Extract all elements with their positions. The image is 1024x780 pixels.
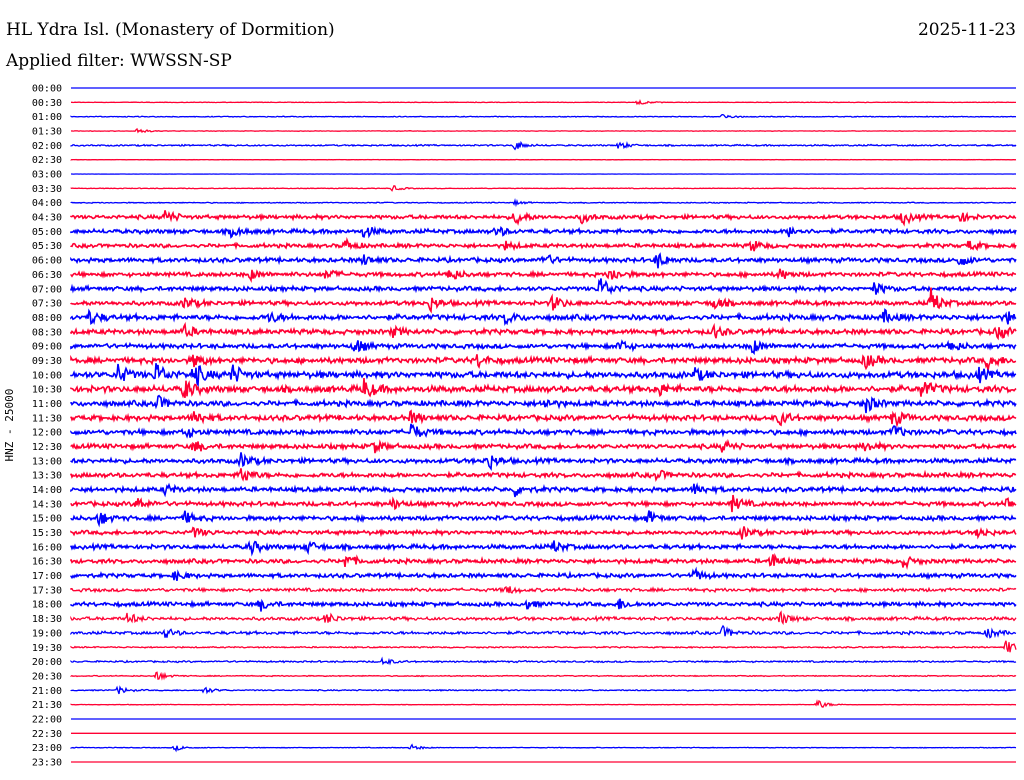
trace-1900 xyxy=(70,624,1017,639)
time-label: 15:30 xyxy=(32,528,62,539)
time-label: 08:30 xyxy=(32,327,62,338)
trace-0830 xyxy=(70,321,1017,341)
trace-2030 xyxy=(70,671,1017,681)
time-label: 05:30 xyxy=(32,241,62,252)
trace-0200 xyxy=(70,140,1017,151)
time-label: 20:00 xyxy=(32,657,62,668)
trace-1500 xyxy=(70,510,1017,528)
time-label: 11:30 xyxy=(32,413,62,424)
trace-1330 xyxy=(70,468,1017,482)
time-label: 05:00 xyxy=(32,227,62,238)
trace-2130 xyxy=(70,699,1017,708)
trace-0330 xyxy=(70,185,1017,192)
time-label: 23:30 xyxy=(32,757,62,768)
trace-0630 xyxy=(70,268,1017,284)
trace-1630 xyxy=(70,552,1017,570)
time-label: 09:00 xyxy=(32,342,62,353)
trace-1830 xyxy=(70,610,1017,626)
chart-title: HL Ydra Isl. (Monastery of Dormition) xyxy=(6,20,335,40)
trace-0930 xyxy=(70,354,1017,371)
trace-0400 xyxy=(70,198,1017,208)
trace-2300 xyxy=(70,743,1017,753)
time-label: 11:00 xyxy=(32,399,62,410)
time-label: 04:30 xyxy=(32,213,62,224)
time-label: 12:00 xyxy=(32,428,62,439)
time-label: 02:30 xyxy=(32,155,62,166)
time-label: 14:00 xyxy=(32,485,62,496)
time-label: 22:30 xyxy=(32,729,62,740)
time-label: 00:30 xyxy=(32,98,62,109)
time-label: 07:30 xyxy=(32,299,62,310)
time-label: 01:00 xyxy=(32,112,62,123)
time-label: 10:30 xyxy=(32,385,62,396)
time-label: 16:00 xyxy=(32,542,62,553)
time-label: 08:00 xyxy=(32,313,62,324)
trace-0030 xyxy=(71,99,1016,106)
trace-1200 xyxy=(70,423,1017,439)
time-label: 10:00 xyxy=(32,370,62,381)
time-label: 15:00 xyxy=(32,514,62,525)
trace-1930 xyxy=(70,640,1017,653)
trace-1700 xyxy=(70,566,1017,581)
time-label: 16:30 xyxy=(32,557,62,568)
time-label: 06:00 xyxy=(32,256,62,267)
time-label: 14:30 xyxy=(32,499,62,510)
trace-0430 xyxy=(70,210,1017,227)
time-label: 19:00 xyxy=(32,628,62,639)
trace-1530 xyxy=(70,526,1017,540)
trace-2100 xyxy=(70,685,1017,695)
trace-0500 xyxy=(70,225,1017,239)
chart-date: 2025-11-23 xyxy=(917,20,1016,40)
time-label: 21:00 xyxy=(32,686,62,697)
time-label: 01:30 xyxy=(32,127,62,138)
trace-1800 xyxy=(70,598,1017,612)
time-label: 18:00 xyxy=(32,600,62,611)
trace-0800 xyxy=(70,308,1017,326)
trace-1130 xyxy=(70,409,1017,428)
time-label: 04:00 xyxy=(32,198,62,209)
time-label: 13:30 xyxy=(32,471,62,482)
trace-0600 xyxy=(70,252,1017,269)
time-label: 06:30 xyxy=(32,270,62,281)
trace-1730 xyxy=(70,585,1017,595)
trace-0700 xyxy=(70,278,1017,296)
time-label: 18:30 xyxy=(32,614,62,625)
time-label: 23:00 xyxy=(32,743,62,754)
time-label: 07:00 xyxy=(32,284,62,295)
time-label: 20:30 xyxy=(32,671,62,682)
time-label: 09:30 xyxy=(32,356,62,367)
time-label: 17:00 xyxy=(32,571,62,582)
trace-1300 xyxy=(70,452,1017,471)
time-label: 03:00 xyxy=(32,170,62,181)
time-label: 19:30 xyxy=(32,643,62,654)
trace-2000 xyxy=(70,656,1017,666)
trace-0130 xyxy=(70,127,1017,134)
time-label: 02:00 xyxy=(32,141,62,152)
time-label: 13:00 xyxy=(32,456,62,467)
time-label: 17:30 xyxy=(32,585,62,596)
trace-0530 xyxy=(70,236,1017,252)
trace-0730 xyxy=(70,287,1017,314)
time-label: 22:00 xyxy=(32,714,62,725)
chart-subtitle: Applied filter: WWSSN-SP xyxy=(6,51,232,71)
trace-1000 xyxy=(70,363,1017,388)
trace-1030 xyxy=(70,377,1017,399)
time-label: 03:30 xyxy=(32,184,62,195)
time-label: 21:30 xyxy=(32,700,62,711)
trace-0900 xyxy=(70,339,1017,356)
trace-0100 xyxy=(70,114,1017,119)
trace-1100 xyxy=(70,394,1017,414)
time-label: 00:00 xyxy=(32,84,62,95)
trace-1230 xyxy=(70,438,1017,454)
trace-1600 xyxy=(70,540,1017,557)
time-label: 12:30 xyxy=(32,442,62,453)
trace-1430 xyxy=(70,494,1017,513)
trace-1400 xyxy=(70,482,1017,498)
